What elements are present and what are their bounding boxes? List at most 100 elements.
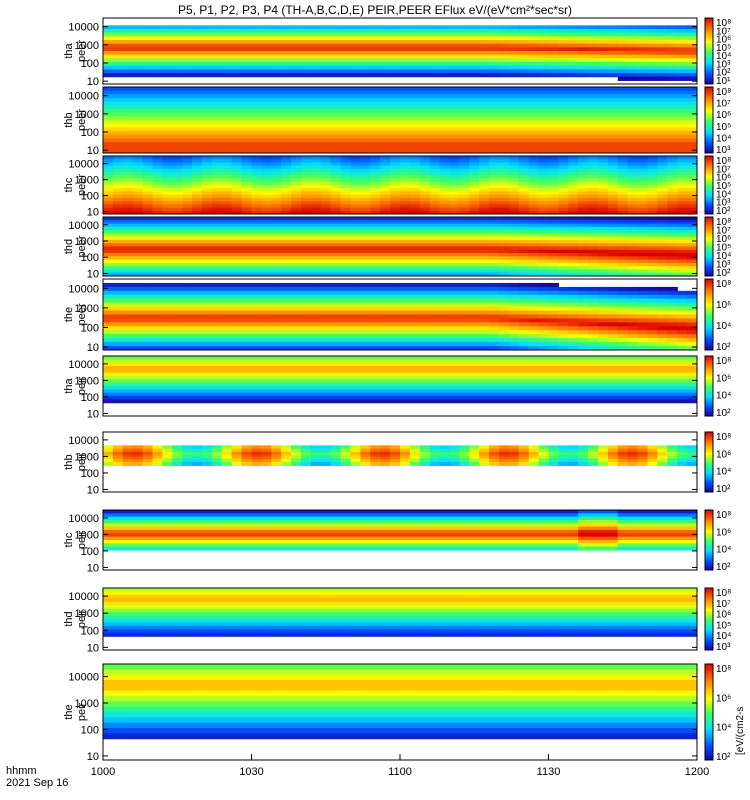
y-tick-label: 100 xyxy=(81,724,99,736)
colorbar-tick-label: 10⁸ xyxy=(716,432,731,443)
colorbar-tick-label: 10⁶ xyxy=(716,449,731,460)
y-tick-label: 10 xyxy=(87,751,99,763)
colorbar-tick-label: 10⁸ xyxy=(716,279,731,290)
panel-frame xyxy=(102,86,698,154)
colorbar-tick-label: 10⁴ xyxy=(716,467,731,478)
y-tick-label: 100 xyxy=(81,392,99,404)
y-axis-species-label: peer xyxy=(76,235,88,257)
y-tick-label: 10000 xyxy=(68,91,99,103)
colorbar-tick-label: 10⁶ xyxy=(716,527,731,538)
x-axis: 1000 1030 1100 1130 1200 xyxy=(91,754,709,778)
y-tick-label: 10 xyxy=(87,562,99,574)
heatmap-image xyxy=(103,25,697,81)
spectrogram-panel: 10000 1000 100 10 thd peer 10⁸10⁷10⁶10⁵10⁴10³1… xyxy=(63,216,731,280)
colorbar-tick-label: 10³ xyxy=(716,198,731,209)
colorbar-tick-label: 10³ xyxy=(716,260,731,271)
x-tick-label: 1200 xyxy=(685,766,709,778)
y-axis-species-label: peir xyxy=(76,609,88,628)
y-tick-label: 10000 xyxy=(68,159,99,171)
y-axis-probe-label: the xyxy=(63,307,75,322)
y-tick-label: 10 xyxy=(87,342,99,354)
y-tick-label: 10000 xyxy=(68,359,99,371)
y-tick-label: 10 xyxy=(87,76,99,88)
colorbar-tick-label: 10⁴ xyxy=(716,51,731,62)
colorbar-tick-label: 10² xyxy=(716,68,731,79)
panel-frame xyxy=(102,355,698,417)
colorbar-tick-label: 10⁴ xyxy=(716,723,731,734)
y-tick-label: 100 xyxy=(81,191,99,203)
colorbar-tick-label: 10⁸ xyxy=(716,588,731,599)
panel-frame xyxy=(102,509,698,571)
y-axis-probe-label: thd xyxy=(63,611,75,626)
y-axis-species-label: peir xyxy=(76,530,88,549)
y-tick-label: 10 xyxy=(87,408,99,420)
panel-frame xyxy=(102,587,698,651)
y-axis-probe-label: the xyxy=(63,704,75,719)
panel-frame xyxy=(102,17,698,85)
colorbar xyxy=(704,431,714,493)
colorbar-tick-label: 10⁶ xyxy=(716,373,731,384)
colorbar xyxy=(704,155,714,215)
colorbar-tick-label: 10³ xyxy=(716,145,731,156)
colorbar-tick-label: 10² xyxy=(716,752,731,763)
figure-title: P5, P1, P2, P3, P4 (TH-A,B,C,D,E) PEIR,P… xyxy=(178,3,572,17)
y-axis-probe-label: thc xyxy=(63,532,75,547)
y-axis-probe-label: thc xyxy=(63,177,75,192)
y-axis-probe-label: thd xyxy=(63,239,75,254)
x-tick-label: 1100 xyxy=(388,766,412,778)
y-axis-probe-label: tha xyxy=(63,42,75,58)
colorbar-tick-label: 10⁶ xyxy=(716,300,731,311)
panel-frame xyxy=(102,431,698,493)
colorbar xyxy=(704,587,714,651)
colorbar-tick-label: 10⁴ xyxy=(716,631,731,642)
spectrogram-panel: 10000 1000 100 10 thb peir 10⁸ 10⁶ 10⁴ 10² xyxy=(63,431,731,496)
spectrogram-panel: 10000 1000 100 10 tha peir 10⁸ 10⁶ 10⁴ 10² xyxy=(63,355,731,420)
y-tick-label: 100 xyxy=(81,468,99,480)
colorbar xyxy=(704,86,714,154)
x-tick-label: 1030 xyxy=(239,766,263,778)
panel-frame xyxy=(102,155,698,215)
colorbar xyxy=(704,355,714,417)
y-axis-species-label: peer xyxy=(76,40,88,62)
colorbar xyxy=(704,663,714,761)
y-tick-label: 100 xyxy=(81,546,99,558)
y-tick-label: 10000 xyxy=(68,283,99,295)
colorbar-tick-label: 10⁸ xyxy=(716,18,731,29)
y-tick-label: 100 xyxy=(81,625,99,637)
y-tick-label: 10000 xyxy=(68,220,99,232)
heatmap-image xyxy=(103,87,697,153)
y-tick-label: 100 xyxy=(81,252,99,264)
x-tick-label: 1130 xyxy=(537,766,561,778)
time-axis-label: hhmm xyxy=(6,765,37,777)
heatmap-image xyxy=(103,156,697,214)
colorbar-tick-label: 10⁸ xyxy=(716,217,731,228)
heatmap-image xyxy=(103,217,697,276)
heatmap-image xyxy=(103,445,697,466)
colorbar-tick-label: 10⁴ xyxy=(716,391,731,402)
y-axis-probe-label: thb xyxy=(63,454,75,469)
y-axis-species-label: peir xyxy=(76,702,88,721)
y-tick-label: 10 xyxy=(87,268,99,280)
colorbar-tick-label: 10⁴ xyxy=(716,133,731,144)
y-axis-probe-label: tha xyxy=(63,377,75,393)
colorbar xyxy=(704,509,714,571)
y-tick-label: 10 xyxy=(87,642,99,654)
y-axis-species-label: peer xyxy=(76,174,88,196)
colorbar xyxy=(704,278,714,351)
y-tick-label: 10000 xyxy=(68,591,99,603)
colorbar-tick-label: 10⁶ xyxy=(716,173,731,184)
panel-frame xyxy=(102,216,698,277)
colorbar-tick-label: 10⁴ xyxy=(716,189,731,200)
colorbar-tick-label: 10² xyxy=(716,206,731,217)
heatmap-image xyxy=(103,356,697,404)
colorbar-tick-label: 10⁵ xyxy=(716,43,731,54)
date-label: 2021 Sep 16 xyxy=(6,777,68,789)
y-tick-label: 100 xyxy=(81,58,99,70)
colorbar-tick-label: 10² xyxy=(716,268,731,279)
y-tick-label: 1000 xyxy=(75,451,99,463)
colorbar xyxy=(704,216,714,277)
